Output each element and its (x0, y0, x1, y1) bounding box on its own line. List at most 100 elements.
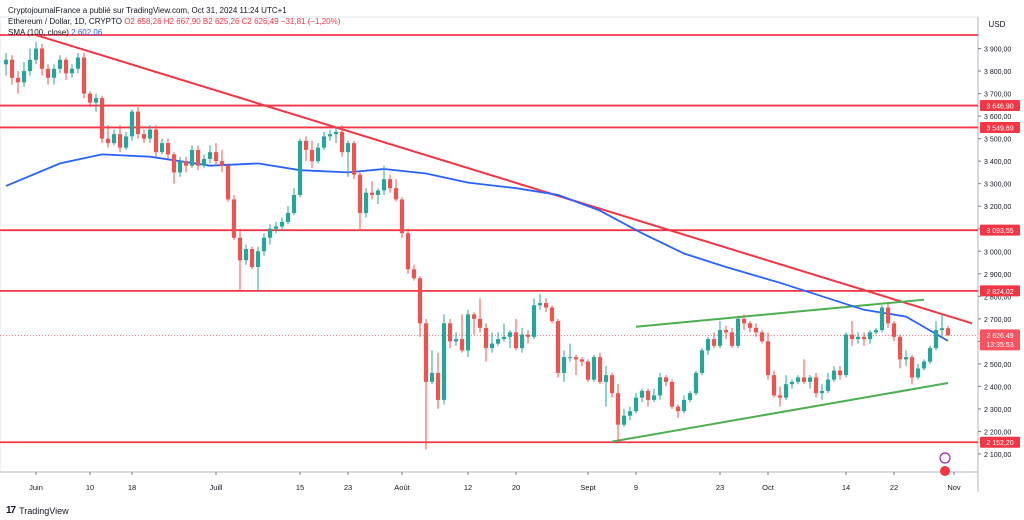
publisher-line: CryptojournalFrance a publié sur Trading… (8, 6, 287, 15)
candle-down (543, 303, 549, 308)
candle-up (933, 330, 939, 349)
candle-down (711, 339, 717, 346)
candle-down (399, 199, 405, 234)
y-tick-label: 3 500,00 (984, 137, 1011, 144)
candle-down (393, 188, 399, 200)
candle-up (267, 228, 273, 238)
candle-down (183, 161, 189, 166)
candle-down (165, 143, 171, 155)
x-tick-label: 22 (890, 483, 898, 492)
candle-down (423, 323, 429, 382)
candle-down (405, 233, 411, 270)
candle-up (831, 370, 837, 380)
y-tick-label: 3 400,00 (984, 159, 1011, 166)
candle-down (747, 323, 753, 328)
level-price-label: 3 093,55 (986, 228, 1013, 235)
candle-up (651, 395, 657, 400)
candle-down (213, 152, 219, 162)
candle-up (345, 143, 351, 153)
candle-up (51, 68, 57, 78)
footer-brand[interactable]: 17 TradingView (6, 505, 69, 516)
candle-up (111, 134, 117, 144)
candle-down (675, 406, 681, 412)
candle-down (729, 332, 735, 346)
candle-down (645, 390, 651, 400)
candle-up (273, 226, 279, 229)
candle-up (429, 372, 435, 382)
trendline-channel-upper (635, 298, 925, 328)
candle-up (123, 136, 129, 148)
candle-up (159, 143, 165, 153)
candle-up (189, 149, 195, 166)
candle-up (297, 140, 303, 195)
x-tick-label: 20 (512, 483, 520, 492)
x-tick-label: Juill (210, 483, 223, 492)
candle-up (603, 375, 609, 382)
candle-up (57, 59, 63, 69)
candle-down (99, 98, 105, 139)
currency-label[interactable]: USD (988, 20, 1006, 29)
candle-up (27, 59, 33, 72)
candle-down (219, 161, 225, 166)
candle-up (489, 343, 495, 349)
level-price-tag (980, 100, 1020, 112)
y-tick-label: 3 300,00 (984, 182, 1011, 189)
candle-up (819, 390, 825, 394)
candle-down (549, 307, 555, 322)
candle-down (897, 336, 903, 360)
candle-down (885, 307, 891, 324)
candle-down (471, 314, 477, 319)
candle-up (795, 377, 801, 382)
countdown-label: 13:35:53 (986, 342, 1013, 349)
candle-down (105, 138, 111, 144)
candle-up (255, 251, 261, 268)
candle-down (387, 179, 393, 189)
sma-label: SMA (100, close) (8, 28, 69, 37)
candle-down (891, 323, 897, 337)
candle-up (279, 221, 285, 227)
candle-up (627, 411, 633, 416)
candle-up (363, 192, 369, 213)
candle-down (723, 330, 729, 333)
trendline-descending-resistance (35, 34, 973, 325)
candle-down (459, 339, 465, 351)
candle-up (687, 393, 693, 400)
candle-up (33, 48, 39, 60)
y-tick-label: 2 500,00 (984, 362, 1011, 369)
y-tick-label: 3 000,00 (984, 249, 1011, 256)
x-tick-label: Sept (580, 483, 596, 492)
level-price-label: 2 152,20 (986, 440, 1013, 447)
plot-area[interactable]: 2 100,00 2 200,00 2 300,00 2 400,00 2 500,00… (0, 16, 1020, 492)
candle-up (3, 59, 9, 65)
candle-down (15, 77, 21, 83)
candle-down (477, 318, 483, 328)
candle-up (243, 249, 249, 261)
x-tick-label: 23 (716, 483, 724, 492)
candle-down (513, 332, 519, 349)
candle-down (585, 361, 591, 380)
candle-up (825, 379, 831, 391)
x-tick-label: Nov (947, 483, 961, 492)
candle-down (741, 318, 747, 324)
candle-up (321, 136, 327, 148)
x-tick-label: Août (394, 483, 410, 492)
y-tick-label: 2 900,00 (984, 272, 1011, 279)
candle-up (465, 314, 471, 351)
y-tick-label: 2 300,00 (984, 407, 1011, 414)
candle-down (771, 375, 777, 396)
candle-down (357, 174, 363, 213)
candle-up (21, 71, 27, 83)
candle-up (93, 98, 99, 103)
level-price-label: 3 549,69 (986, 125, 1013, 132)
candle-up (915, 368, 921, 378)
candle-down (849, 334, 855, 340)
candle-down (777, 395, 783, 398)
candle-down (63, 59, 69, 74)
candle-up (507, 332, 513, 337)
x-tick-label: Juin (29, 483, 43, 492)
candle-down (753, 327, 759, 333)
candle-up (789, 381, 795, 385)
plot-frame (0, 16, 979, 473)
candle-up (867, 332, 873, 340)
